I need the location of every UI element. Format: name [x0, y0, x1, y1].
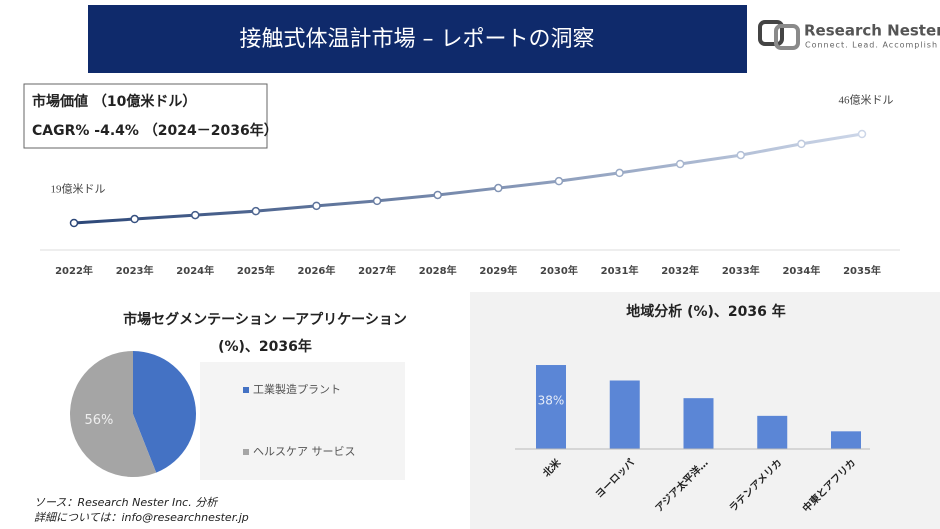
value-label: 56% — [85, 413, 114, 428]
legend-label: ヘルスケア サービス — [253, 445, 356, 458]
legend-swatch — [243, 449, 249, 455]
point — [312, 201, 321, 211]
bar — [609, 380, 640, 449]
pie-slice — [70, 351, 157, 477]
logo-icon — [758, 20, 784, 46]
annotation: CAGR% -4.4% （2024－2036年） — [32, 122, 278, 139]
point — [736, 150, 746, 160]
legend-label: 工業製造プラント — [253, 382, 341, 396]
chart-title: (%)、2036年 — [218, 338, 312, 355]
logo: Research Nester Connect. Lead. Accomplis… — [758, 20, 940, 50]
x-tick-label: 2025年 — [237, 264, 275, 277]
pie-slice — [133, 351, 197, 473]
bar — [757, 415, 788, 449]
value-label: 46億米ドル — [839, 94, 894, 107]
point — [130, 214, 139, 224]
x-tick-label: 2028年 — [419, 264, 457, 277]
x-tick-label: 2034年 — [782, 264, 820, 277]
line — [73, 132, 863, 225]
value-label: 38% — [538, 394, 565, 408]
point — [372, 196, 382, 206]
logo-icon — [774, 24, 800, 50]
x-tick-label: 2031年 — [601, 264, 639, 277]
annotation: 市場価値 （10億米ドル） — [32, 93, 196, 110]
x-tick-label: 2029年 — [479, 264, 517, 277]
point — [190, 210, 200, 220]
x-tick-label: 2033年 — [722, 264, 760, 277]
title-banner — [88, 5, 747, 73]
point — [797, 139, 806, 149]
point — [554, 176, 564, 186]
annotation-box — [23, 83, 268, 149]
point — [251, 206, 261, 216]
x-tick-label: 2023年 — [116, 264, 154, 277]
source-note: ソース：Research Nester Inc. 分析 — [34, 496, 219, 509]
point — [433, 190, 442, 200]
x-tick-label: 2035年 — [843, 264, 881, 277]
point — [69, 218, 79, 228]
logo-name: Research Nester — [804, 22, 940, 40]
x-tick-label: 2027年 — [358, 264, 396, 277]
bar — [683, 398, 714, 449]
legend-swatch — [243, 387, 249, 393]
value-label: 19億米ドル — [51, 183, 106, 196]
logo-tagline: Connect. Lead. Accomplish — [805, 41, 938, 50]
x-tick-label: 2022年 — [55, 264, 93, 277]
x-tick-label: 2026年 — [298, 264, 336, 277]
page-title: 接触式体温計市場 – レポートの洞察 — [240, 27, 595, 52]
contact-note: 詳細については：info@researchnester.jp — [34, 511, 249, 524]
legend-box — [200, 362, 405, 480]
x-tick-label: 2032年 — [661, 264, 699, 277]
x-tick-label: 2030年 — [540, 264, 578, 277]
x-tick-label: 2024年 — [176, 264, 214, 277]
point — [675, 159, 685, 169]
point — [494, 183, 503, 193]
bar — [536, 365, 566, 449]
bar — [831, 431, 861, 449]
chart-title: 市場セグメンテーション ーアプリケーション — [123, 311, 407, 328]
point — [857, 129, 867, 139]
point — [615, 168, 624, 178]
chart-title: 地域分析 (%)、2036 年 — [626, 303, 786, 320]
